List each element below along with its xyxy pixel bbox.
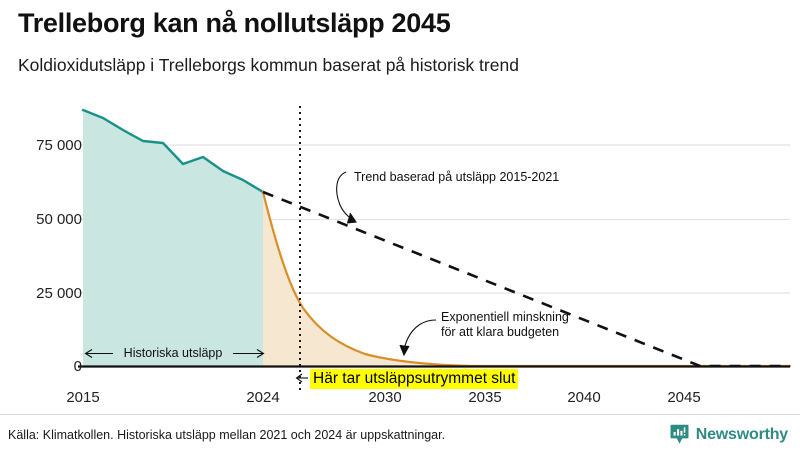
source-note: Källa: Klimatkollen. Historiska utsläpp … <box>8 428 446 442</box>
brand-logo[interactable]: Newsworthy <box>670 424 788 445</box>
annotation-exponential-line1: Exponentiell minskning <box>441 310 569 324</box>
y-tick-50000: 50 000 <box>36 211 82 228</box>
brand-name: Newsworthy <box>695 425 788 443</box>
exponential-annotation-arrow <box>399 319 437 357</box>
budget-end-arrow <box>295 373 308 383</box>
chart-subtitle: Koldioxidutsläpp i Trelleborgs kommun ba… <box>18 55 519 75</box>
x-tick-2030: 2030 <box>368 389 402 406</box>
annotation-budget-end: Här tar utsläppsutrymmet slut <box>310 369 519 389</box>
annotation-historical-bracket: Historiska utsläpp <box>113 346 233 360</box>
x-tick-2024: 2024 <box>246 389 280 406</box>
y-tick-75000: 75 000 <box>36 137 82 154</box>
annotation-trend: Trend baserad på utsläpp 2015-2021 <box>354 170 560 184</box>
y-tick-0: 0 <box>73 358 82 375</box>
y-axis-labels: 75 000 50 000 25 000 0 <box>0 0 82 450</box>
x-tick-2015: 2015 <box>66 389 100 406</box>
x-tick-2040: 2040 <box>567 389 601 406</box>
x-tick-2045: 2045 <box>667 389 701 406</box>
annotation-exponential-line2: för att klara budgeten <box>441 325 560 339</box>
y-tick-25000: 25 000 <box>36 285 82 302</box>
exponential-reduction-area <box>261 190 792 368</box>
historical-emissions-area <box>81 108 265 366</box>
bar-chart-pin-icon <box>670 424 689 444</box>
x-tick-2035: 2035 <box>468 389 502 406</box>
footer-divider <box>0 414 800 415</box>
page-title: Trelleborg kan nå nollutsläpp 2045 <box>18 8 451 38</box>
trend-annotation-arrow <box>336 171 357 224</box>
